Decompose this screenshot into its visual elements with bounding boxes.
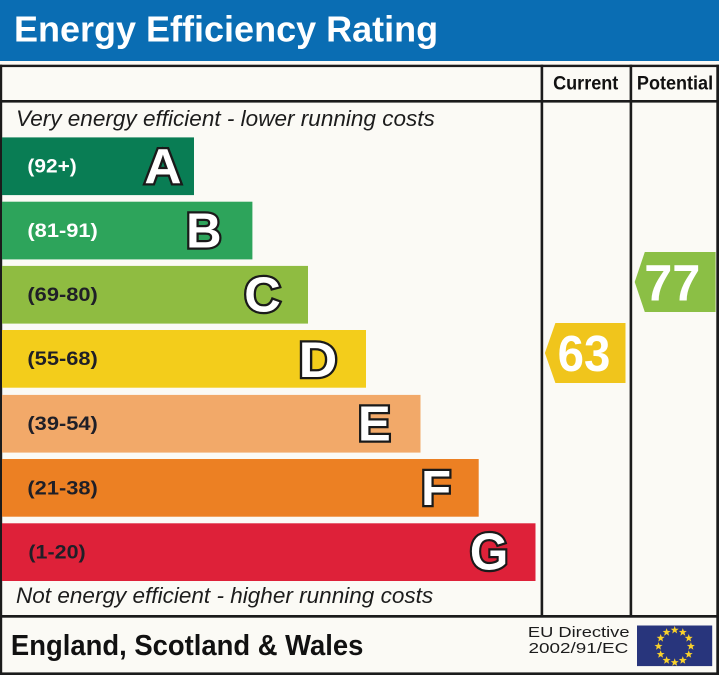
svg-text:(69-80): (69-80) (27, 284, 97, 305)
svg-text:D: D (299, 333, 338, 389)
svg-text:(55-68): (55-68) (27, 348, 97, 369)
svg-text:C: C (244, 267, 280, 322)
svg-text:63: 63 (558, 325, 611, 382)
svg-text:Energy Efficiency Rating: Energy Efficiency Rating (14, 9, 438, 50)
svg-text:2002/91/EC: 2002/91/EC (529, 640, 629, 657)
svg-text:B: B (186, 205, 221, 259)
svg-text:Current: Current (553, 72, 618, 94)
svg-text:Not energy efficient - higher: Not energy efficient - higher running co… (16, 583, 433, 608)
svg-text:(1-20): (1-20) (28, 543, 85, 564)
svg-text:EU Directive: EU Directive (528, 624, 630, 641)
svg-text:(81-91): (81-91) (27, 220, 97, 241)
svg-text:A: A (144, 139, 181, 194)
svg-text:(39-54): (39-54) (27, 413, 97, 434)
svg-text:77: 77 (644, 254, 700, 311)
svg-text:(92+): (92+) (27, 157, 76, 178)
svg-text:F: F (421, 462, 451, 516)
svg-text:Very energy efficient - lower: Very energy efficient - lower running co… (16, 106, 435, 131)
svg-text:England, Scotland & Wales: England, Scotland & Wales (11, 628, 364, 661)
svg-text:E: E (358, 398, 391, 452)
svg-text:G: G (470, 522, 508, 580)
svg-text:Potential: Potential (637, 72, 713, 94)
svg-text:(21-38): (21-38) (27, 478, 97, 499)
